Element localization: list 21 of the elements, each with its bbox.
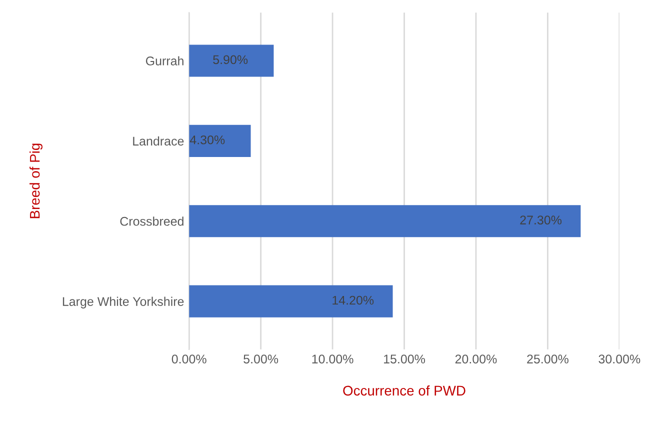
- data-label: 5.90%: [213, 55, 248, 64]
- data-label: 27.30%: [520, 216, 562, 224]
- y-axis-title: Breed of Pig: [30, 144, 42, 218]
- x-tick-label: 30.00%: [598, 354, 640, 364]
- x-tick-label: 5.00%: [244, 354, 278, 364]
- y-tick-label: Gurrah: [146, 56, 184, 66]
- y-tick-label: Crossbreed: [120, 216, 184, 226]
- x-tick-label: 0.00%: [172, 354, 206, 364]
- bar: [189, 205, 581, 238]
- y-tick-label: Large White Yorkshire: [62, 296, 184, 308]
- x-tick-label: 15.00%: [384, 354, 425, 364]
- bar: [189, 124, 251, 157]
- x-axis-title: Occurrence of PWD: [343, 385, 466, 396]
- y-tick-label: Landrace: [133, 136, 184, 146]
- bar: [189, 285, 393, 318]
- bar: [189, 44, 274, 77]
- x-tick-label: 10.00%: [312, 354, 354, 364]
- x-tick-label: 25.00%: [527, 354, 568, 364]
- data-label: 4.30%: [190, 135, 225, 144]
- data-label: 14.20%: [332, 296, 374, 305]
- x-tick-label: 20.00%: [455, 354, 497, 364]
